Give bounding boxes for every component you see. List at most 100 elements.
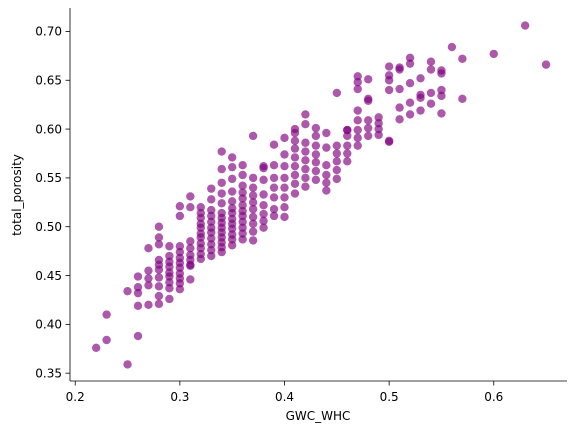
- data-point: [301, 156, 310, 165]
- data-point: [227, 162, 237, 172]
- data-point: [259, 216, 268, 226]
- data-point: [290, 136, 300, 145]
- data-point: [133, 331, 143, 341]
- data-point: [154, 282, 164, 291]
- data-point: [227, 197, 237, 206]
- x-tick-label: 0.3: [170, 390, 189, 404]
- data-point: [175, 202, 185, 211]
- data-point: [207, 205, 216, 215]
- data-point: [238, 229, 247, 238]
- data-point: [332, 88, 342, 98]
- data-point: [144, 266, 153, 275]
- data-point: [102, 310, 111, 319]
- data-point: [290, 153, 300, 162]
- data-point: [207, 240, 216, 249]
- data-point: [238, 206, 247, 216]
- data-point: [364, 94, 373, 104]
- data-point: [248, 219, 258, 228]
- data-point: [322, 186, 331, 195]
- data-point: [301, 110, 310, 119]
- data-point: [238, 201, 247, 210]
- y-tick-label: 0.50: [35, 220, 62, 234]
- data-point: [395, 103, 404, 112]
- data-point: [353, 72, 362, 81]
- data-point: [437, 91, 446, 101]
- data-point: [165, 242, 174, 251]
- data-point: [353, 78, 362, 87]
- data-point: [353, 106, 362, 115]
- data-point: [353, 116, 362, 125]
- data-point: [207, 245, 216, 255]
- data-point: [154, 255, 164, 265]
- data-point: [332, 157, 342, 166]
- data-point: [290, 170, 300, 180]
- data-point: [217, 189, 226, 198]
- data-point: [259, 223, 268, 232]
- y-tick-label: 0.35: [35, 366, 62, 380]
- data-point: [405, 98, 415, 107]
- data-point: [426, 57, 436, 66]
- data-point: [416, 90, 425, 100]
- data-point: [259, 201, 268, 210]
- data-point: [269, 140, 279, 149]
- data-point: [395, 84, 404, 94]
- data-point: [91, 343, 101, 352]
- data-point: [364, 116, 373, 125]
- data-point: [290, 144, 300, 153]
- data-point: [238, 194, 247, 203]
- x-tick-label: 0.5: [380, 390, 399, 404]
- data-point: [165, 294, 174, 304]
- data-point: [322, 143, 331, 152]
- data-point: [301, 173, 310, 183]
- data-point: [280, 161, 289, 171]
- data-point: [343, 131, 352, 141]
- data-point: [165, 268, 174, 277]
- data-point: [238, 223, 247, 232]
- data-point: [405, 78, 415, 88]
- data-point: [207, 217, 216, 227]
- data-point: [269, 193, 279, 202]
- data-point: [207, 195, 216, 204]
- data-point: [322, 128, 331, 138]
- data-point: [395, 115, 404, 124]
- data-point: [238, 188, 247, 197]
- data-point: [154, 240, 164, 249]
- data-point: [301, 182, 310, 191]
- data-point: [248, 212, 258, 222]
- data-point: [364, 75, 373, 84]
- data-point: [248, 191, 258, 200]
- data-point: [154, 233, 164, 242]
- data-point: [238, 170, 247, 180]
- data-point: [405, 110, 415, 119]
- data-point: [133, 288, 143, 298]
- data-point: [238, 161, 247, 170]
- data-point: [154, 291, 164, 301]
- data-point: [353, 84, 362, 94]
- data-point: [196, 202, 205, 212]
- data-point: [207, 211, 216, 221]
- data-point: [175, 253, 185, 263]
- data-point: [207, 251, 216, 261]
- data-point: [227, 187, 237, 196]
- data-point: [248, 236, 258, 245]
- data-point: [217, 178, 226, 187]
- data-point: [259, 209, 268, 219]
- data-point: [374, 130, 383, 140]
- y-tick-label: 0.65: [35, 74, 62, 88]
- data-point: [280, 202, 289, 212]
- data-point: [227, 174, 237, 184]
- data-point: [489, 49, 498, 59]
- data-point: [248, 183, 258, 192]
- data-point: [290, 124, 300, 134]
- data-point: [332, 165, 342, 175]
- data-point: [217, 199, 226, 208]
- data-point: [175, 242, 185, 251]
- data-point: [227, 241, 237, 250]
- data-point: [207, 223, 216, 232]
- data-point: [520, 21, 530, 30]
- data-point: [437, 109, 446, 118]
- data-point: [238, 181, 247, 190]
- x-tick-label: 0.2: [66, 390, 85, 404]
- y-tick-label: 0.70: [35, 25, 62, 39]
